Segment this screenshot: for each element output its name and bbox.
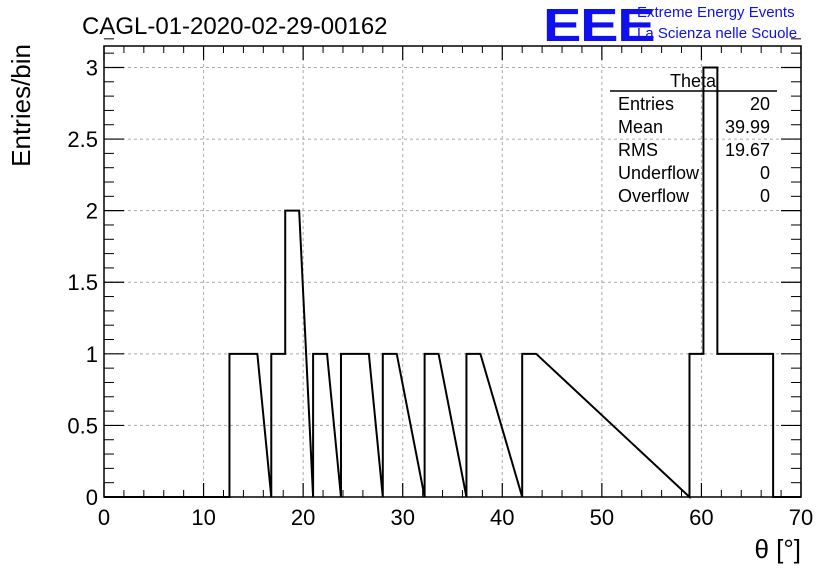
x-tick-label: 40 [490, 505, 514, 530]
y-tick-labels: 0 0.5 1 1.5 2 2.5 3 [67, 55, 98, 510]
y-tick-label: 1.5 [67, 270, 98, 295]
y-tick-label: 0 [86, 485, 98, 510]
stats-row-label: RMS [618, 140, 658, 160]
y-tick-label: 0.5 [67, 413, 98, 438]
histogram-bin [731, 354, 745, 497]
x-tick-label: 70 [789, 505, 813, 530]
stats-box: Theta Entries 20 Mean 39.99 RMS 19.67 Underflo… [610, 71, 777, 206]
stats-row-label: Mean [618, 117, 663, 137]
stats-box-rows: Entries 20 Mean 39.99 RMS 19.67 Underflow 0 Over… [618, 94, 770, 206]
eee-logo-line1: Extreme Energy Events [637, 4, 795, 21]
stats-row-label: Underflow [618, 163, 700, 183]
x-tick-label: 60 [689, 505, 713, 530]
x-tick-label: 10 [191, 505, 215, 530]
eee-logo-mark: EEE [543, 0, 656, 51]
stats-row-value: 39.99 [725, 117, 770, 137]
y-tick-label: 3 [86, 55, 98, 80]
stats-box-title: Theta [670, 71, 717, 91]
y-tick-label: 2.5 [67, 127, 98, 152]
axis-ticks [103, 38, 802, 498]
y-tick-label: 2 [86, 199, 98, 224]
x-tick-label: 50 [590, 505, 614, 530]
stats-row-label: Overflow [618, 186, 690, 206]
stats-row-value: 20 [750, 94, 770, 114]
x-tick-label: 0 [98, 505, 110, 530]
x-tick-label: 30 [390, 505, 414, 530]
stats-row-value: 0 [760, 163, 770, 183]
stats-row-label: Entries [618, 94, 674, 114]
x-tick-labels: 0 10 20 30 40 50 60 70 [98, 505, 813, 530]
y-tick-label: 1 [86, 342, 98, 367]
plot-frame [103, 45, 802, 498]
y-axis-label: Entries/bin [6, 44, 36, 167]
stats-row-value: 0 [760, 186, 770, 206]
stats-row-value: 19.67 [725, 140, 770, 160]
x-axis-label: θ [°] [754, 534, 801, 564]
plot-border [103, 45, 802, 498]
chart-title: CAGL-01-2020-02-29-00162 [82, 13, 388, 40]
x-tick-label: 20 [291, 505, 315, 530]
eee-logo-line2: La Scienza nelle Scuole [637, 25, 798, 42]
